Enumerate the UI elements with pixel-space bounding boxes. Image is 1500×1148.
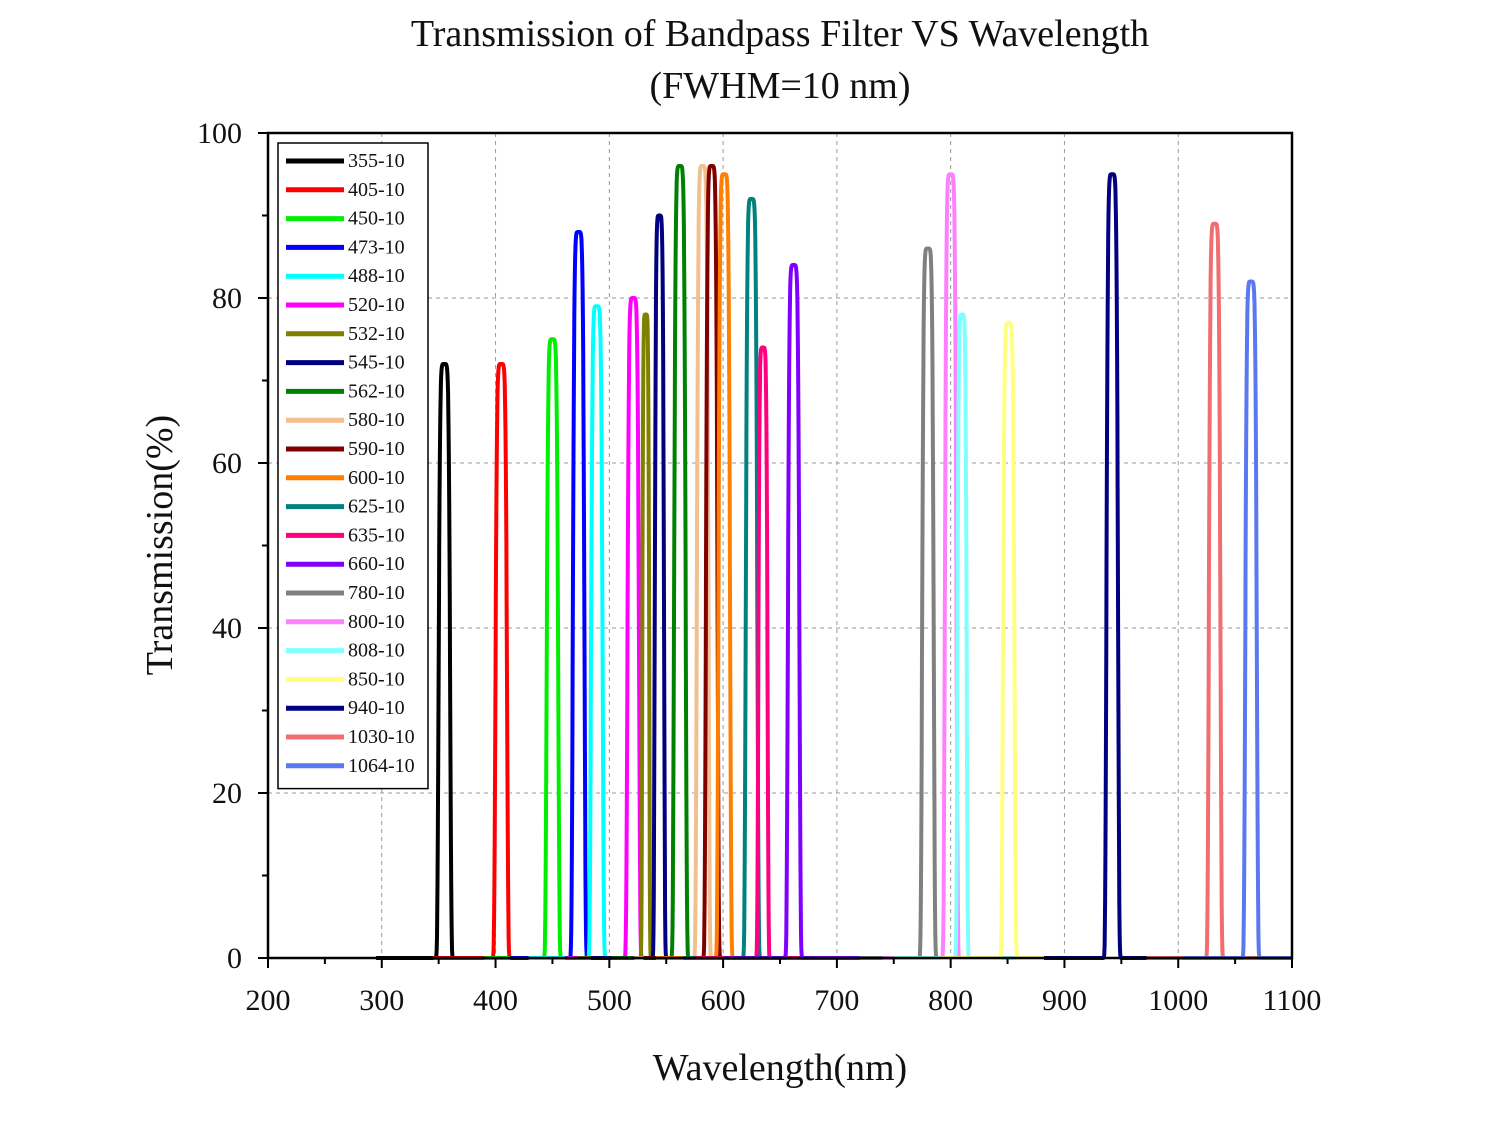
legend-label: 1030-10 xyxy=(348,726,415,748)
legend-label: 850-10 xyxy=(348,668,405,690)
legend-label: 520-10 xyxy=(348,294,405,316)
x-tick-label: 700 xyxy=(814,984,859,1017)
series-line xyxy=(893,312,1031,960)
legend-label: 808-10 xyxy=(348,640,405,662)
legend-label: 450-10 xyxy=(348,208,405,230)
series-line xyxy=(577,312,714,960)
series-line xyxy=(1146,221,1283,960)
series-line xyxy=(940,320,1077,960)
y-tick-label: 100 xyxy=(197,117,242,150)
x-tick-label: 200 xyxy=(246,984,291,1017)
series-curves xyxy=(376,164,1292,960)
x-axis-label: Wavelength(nm) xyxy=(653,1047,907,1089)
legend-label: 473-10 xyxy=(348,236,405,258)
legend-label: 940-10 xyxy=(348,697,405,719)
x-tick-label: 800 xyxy=(928,984,973,1017)
y-tick-label: 80 xyxy=(212,282,242,315)
legend-label: 800-10 xyxy=(348,611,405,633)
legend-label: 1064-10 xyxy=(348,755,415,777)
x-axis: 200 300 400 500 600 700 800 900 1000 1100 xyxy=(246,958,1322,1017)
y-tick-label: 60 xyxy=(212,447,242,480)
legend: 355-10 405-10 450-10 473-10 488-10 520-10 532-… xyxy=(277,142,429,790)
legend-label: 405-10 xyxy=(348,179,405,201)
x-tick-label: 400 xyxy=(473,984,518,1017)
y-axis-label: Transmission(%) xyxy=(139,415,181,675)
legend-label: 488-10 xyxy=(348,265,405,287)
legend-label: 590-10 xyxy=(348,438,405,460)
x-tick-label: 1000 xyxy=(1148,984,1208,1017)
legend-label: 625-10 xyxy=(348,496,405,518)
y-tick-label: 20 xyxy=(212,777,242,810)
y-axis: 0 20 40 60 80 100 xyxy=(197,117,268,975)
chart-title: Transmission of Bandpass Filter VS Wavel… xyxy=(411,13,1149,55)
y-tick-label: 40 xyxy=(212,612,242,645)
x-tick-label: 600 xyxy=(701,984,746,1017)
x-tick-label: 300 xyxy=(359,984,404,1017)
legend-label: 635-10 xyxy=(348,524,405,546)
x-tick-label: 1100 xyxy=(1263,984,1322,1017)
legend-label: 580-10 xyxy=(348,409,405,431)
legend-label: 562-10 xyxy=(348,380,405,402)
legend-label: 660-10 xyxy=(348,553,405,575)
series-line xyxy=(859,246,997,960)
legend-label: 532-10 xyxy=(348,323,405,345)
x-tick-label: 500 xyxy=(587,984,632,1017)
x-tick-label: 900 xyxy=(1042,984,1087,1017)
chart-subtitle: (FWHM=10 nm) xyxy=(649,65,910,107)
legend-label: 780-10 xyxy=(348,582,405,604)
y-tick-label: 0 xyxy=(227,942,242,975)
series-line xyxy=(1182,279,1292,960)
legend-label: 600-10 xyxy=(348,467,405,489)
legend-label: 355-10 xyxy=(348,150,405,172)
legend-label: 545-10 xyxy=(348,352,405,374)
